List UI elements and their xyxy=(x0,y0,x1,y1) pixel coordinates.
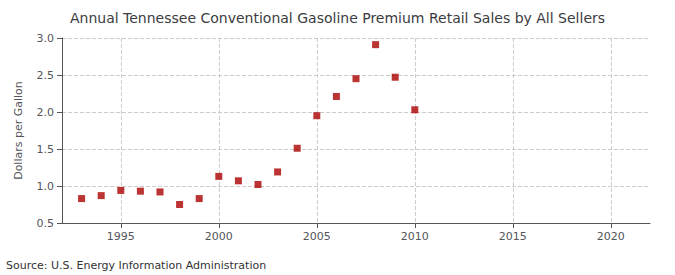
svg-text:2020: 2020 xyxy=(597,230,625,243)
svg-text:0.5: 0.5 xyxy=(37,217,55,230)
svg-text:1.5: 1.5 xyxy=(37,143,55,156)
svg-text:1995: 1995 xyxy=(107,230,135,243)
svg-text:1.0: 1.0 xyxy=(37,180,55,193)
svg-text:3.0: 3.0 xyxy=(37,32,55,45)
svg-text:2.5: 2.5 xyxy=(37,69,55,82)
svg-text:Annual Tennessee Conventional: Annual Tennessee Conventional Gasoline P… xyxy=(70,10,605,26)
svg-text:Source: U.S. Energy Informatio: Source: U.S. Energy Information Administ… xyxy=(6,259,266,272)
svg-text:2.0: 2.0 xyxy=(37,106,55,119)
svg-text:2000: 2000 xyxy=(205,230,233,243)
svg-text:2015: 2015 xyxy=(499,230,527,243)
svg-text:Dollars per Gallon: Dollars per Gallon xyxy=(12,81,25,180)
svg-text:2010: 2010 xyxy=(401,230,429,243)
svg-text:2005: 2005 xyxy=(303,230,331,243)
